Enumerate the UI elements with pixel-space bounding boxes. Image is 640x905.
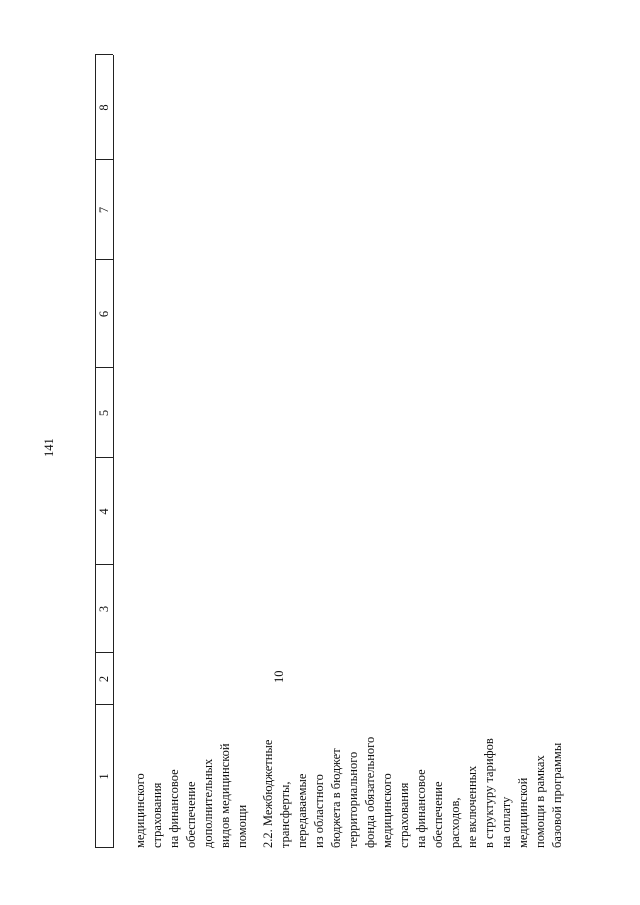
column-header: 4 xyxy=(97,508,111,515)
text-line: трансферты, xyxy=(278,781,292,848)
row-text: 2.2. Межбюджетные трансферты, передаваемые… xyxy=(260,737,566,848)
column-separator xyxy=(95,564,113,565)
column-header: 5 xyxy=(97,409,111,417)
column-separator xyxy=(95,159,113,160)
text-line: страхования xyxy=(397,782,411,848)
column-separator xyxy=(95,54,113,55)
text-line: на финансовое xyxy=(414,769,428,848)
text-line: обеспечение xyxy=(184,781,198,848)
text-line: фонда обязательного xyxy=(363,736,377,848)
column-separator xyxy=(95,652,113,653)
text-line: бюджета в бюджет xyxy=(329,748,343,848)
column-header: 7 xyxy=(97,206,111,214)
text-line: 2.2. Межбюджетные xyxy=(261,739,275,848)
text-line: медицинского xyxy=(133,773,147,848)
text-line: медицинского xyxy=(380,773,394,848)
table-border xyxy=(113,55,114,848)
text-line: медицинской xyxy=(516,777,530,848)
text-line: базовой программы xyxy=(550,742,564,848)
text-line: на финансовое xyxy=(167,769,181,848)
text-line: территориального xyxy=(346,751,360,848)
text-line: расходов, xyxy=(448,797,462,848)
column-header: 8 xyxy=(97,104,111,111)
column-header: 3 xyxy=(97,605,111,613)
text-line: страхования xyxy=(150,782,164,848)
text-line: дополнительных xyxy=(201,758,215,848)
row-text: медицинского страхования на финансовое обес… xyxy=(132,743,251,848)
text-line: обеспечение xyxy=(431,781,445,848)
text-line: помощи в рамках xyxy=(533,755,547,848)
column-separator xyxy=(95,367,113,368)
column-header: 6 xyxy=(97,310,111,318)
column-separator xyxy=(95,704,113,705)
text-line: на оплату xyxy=(499,796,513,848)
text-line: помощи xyxy=(235,804,249,848)
text-line: передаваемые xyxy=(295,773,309,848)
text-line: из областного xyxy=(312,774,326,848)
text-line: в структуру тарифов xyxy=(482,738,496,848)
column-separator xyxy=(95,259,113,260)
row-code: 10 xyxy=(272,670,286,684)
column-header: 2 xyxy=(97,675,111,683)
column-separator xyxy=(95,847,113,848)
column-header: 1 xyxy=(97,773,111,780)
column-separator xyxy=(95,457,113,458)
text-line: видов медицинской xyxy=(218,743,232,848)
page-number: 141 xyxy=(42,438,56,457)
text-line: не включенных xyxy=(465,765,479,848)
